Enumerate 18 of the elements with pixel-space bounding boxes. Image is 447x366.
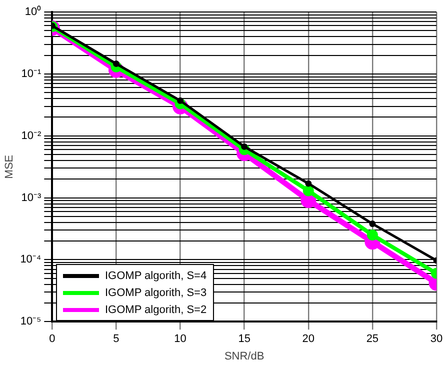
x-tick-label: 0 xyxy=(49,333,56,346)
legend-label: IGOMP algorith, S=2 xyxy=(105,304,207,316)
x-tick-label: 30 xyxy=(430,333,443,346)
y-tick-label: 10⁻³ xyxy=(21,192,42,204)
y-axis-title: MSE xyxy=(4,154,16,179)
legend-label: IGOMP algorith, S=4 xyxy=(105,270,207,282)
y-tick-label: 10⁻⁴ xyxy=(20,254,42,266)
y-tick-label: 10⁻⁵ xyxy=(20,316,42,328)
y-tick-label: 10⁻¹ xyxy=(21,68,42,80)
x-tick-label: 15 xyxy=(238,333,250,346)
x-tick-label: 25 xyxy=(366,333,379,346)
y-tick-label: 10⁰ xyxy=(24,5,42,18)
y-tick-label: 10⁻² xyxy=(21,130,42,142)
x-tick-label: 10 xyxy=(174,333,186,346)
legend-label: IGOMP algorith, S=3 xyxy=(105,286,207,298)
x-tick-label: 20 xyxy=(302,333,315,346)
x-tick-label: 5 xyxy=(113,333,120,346)
x-axis-title: SNR/dB xyxy=(224,350,264,362)
